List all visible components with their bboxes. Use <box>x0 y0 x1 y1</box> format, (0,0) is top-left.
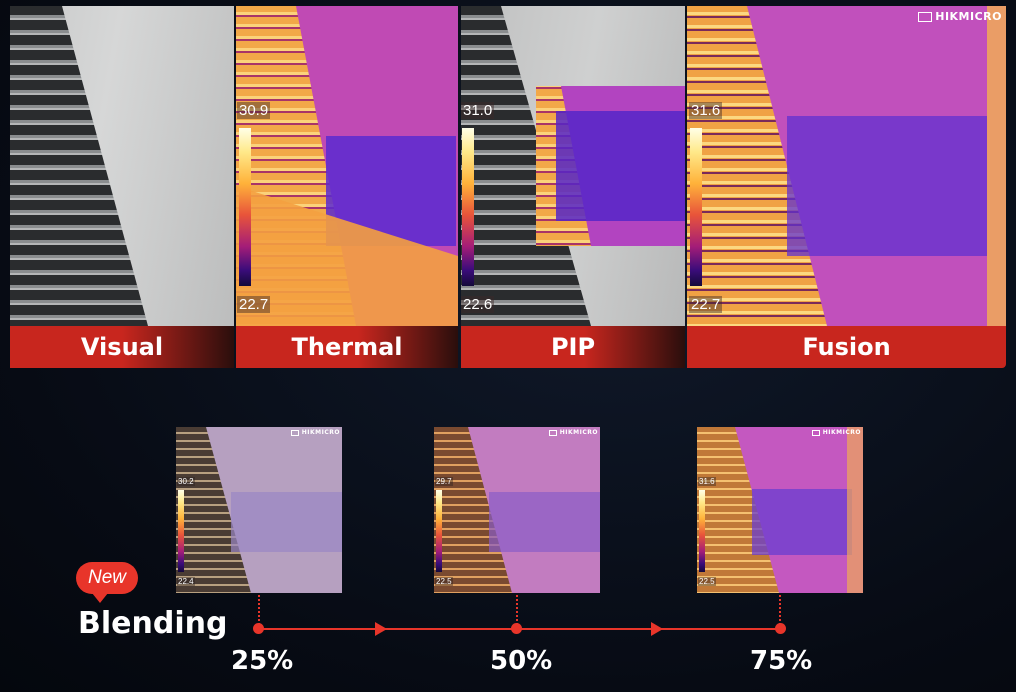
blend-50-hikmicro-logo: HIKMICRO <box>548 429 598 436</box>
thermal-label: Thermal <box>291 333 403 361</box>
blend-75-hikmicro-logo: HIKMICRO <box>811 429 861 436</box>
blend-75-brand-text: HIKMICRO <box>822 429 861 436</box>
pip-label: PIP <box>550 333 596 361</box>
thermal-label-bar: Thermal <box>236 326 458 368</box>
timeline-dot-25 <box>253 623 264 634</box>
blend-75-percent: 75% <box>750 646 813 676</box>
hikmicro-logo-icon <box>290 429 299 436</box>
blend-25-color-scale <box>178 490 184 572</box>
thermal-panel: 30.9 22.7 <box>236 6 458 326</box>
pip-label-bar: PIP <box>461 326 685 368</box>
pip-scale-max: 31.0 <box>461 102 495 119</box>
blend-25-scale-max: 30.2 <box>177 477 195 486</box>
blend-25-percent: 25% <box>231 646 294 676</box>
thermal-image <box>236 6 458 326</box>
blend-50-brand-text: HIKMICRO <box>559 429 598 436</box>
blend-50-thumbnail: 29.7 22.5 HIKMICRO <box>434 427 600 593</box>
arrow-right-icon <box>375 622 387 636</box>
hikmicro-logo-icon <box>811 429 820 436</box>
blend-50-connector <box>516 595 518 625</box>
blend-75-scale-max: 31.6 <box>698 477 716 486</box>
fusion-label: Fusion <box>802 333 891 361</box>
timeline-line-2 <box>516 628 780 630</box>
blend-25-connector <box>258 595 260 625</box>
pip-image <box>461 6 685 326</box>
pip-scale-min: 22.6 <box>461 296 495 313</box>
blend-25-scale-min: 22.4 <box>177 577 195 586</box>
timeline-dot-75 <box>775 623 786 634</box>
hikmicro-logo-icon <box>548 429 557 436</box>
hikmicro-logo-icon <box>918 11 933 22</box>
thermal-scale-max: 30.9 <box>237 102 271 119</box>
timeline-dot-50 <box>511 623 522 634</box>
blend-50-scale-max: 29.7 <box>435 477 453 486</box>
visual-image <box>10 6 148 326</box>
thermal-color-scale <box>239 128 251 286</box>
blend-50-color-scale <box>436 490 442 572</box>
blend-25-hikmicro-logo: HIKMICRO <box>290 429 340 436</box>
blend-25-thumbnail: 30.2 22.4 HIKMICRO <box>176 427 342 593</box>
blend-25-brand-text: HIKMICRO <box>301 429 340 436</box>
fusion-image <box>687 6 1006 326</box>
fusion-color-scale <box>690 128 702 286</box>
arrow-right-icon <box>651 622 663 636</box>
blend-75-thumbnail: 31.6 22.5 HIKMICRO <box>697 427 863 593</box>
blend-50-scale-min: 22.5 <box>435 577 453 586</box>
pip-color-scale <box>462 128 474 286</box>
blend-75-color-scale <box>699 490 705 572</box>
fusion-scale-min: 22.7 <box>689 296 723 313</box>
blend-50-image <box>434 427 600 593</box>
fusion-label-bar: Fusion <box>687 326 1006 368</box>
visual-label: Visual <box>80 333 164 361</box>
blend-50-percent: 50% <box>490 646 553 676</box>
fusion-hikmicro-logo: HIKMICRO <box>918 10 1002 23</box>
visual-panel <box>10 6 234 326</box>
new-badge-text: New <box>87 567 126 588</box>
blend-75-scale-min: 22.5 <box>698 577 716 586</box>
fusion-panel: 31.6 22.7 HIKMICRO <box>687 6 1006 326</box>
blend-75-connector <box>779 595 781 625</box>
fusion-brand-text: HIKMICRO <box>935 10 1002 23</box>
new-badge: New <box>76 562 138 603</box>
pip-panel: 31.0 22.6 <box>461 6 685 326</box>
blend-75-image <box>697 427 863 593</box>
timeline-line-1 <box>259 628 516 630</box>
blending-title: Blending <box>78 606 228 641</box>
blend-25-image <box>176 427 342 593</box>
thermal-scale-min: 22.7 <box>237 296 271 313</box>
fusion-scale-max: 31.6 <box>689 102 723 119</box>
visual-label-bar: Visual <box>10 326 234 368</box>
